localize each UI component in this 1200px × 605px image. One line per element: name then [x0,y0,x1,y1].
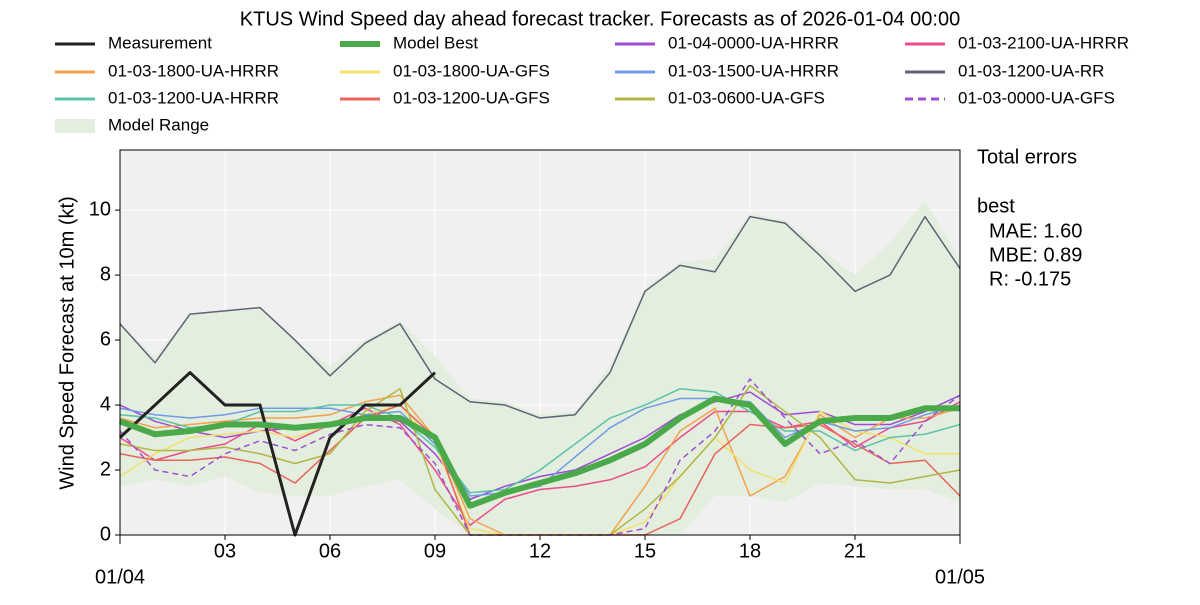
series-line [118,371,437,537]
error-annotation: MAE: 1.60 [989,220,1082,242]
legend-label: 01-03-1200-UA-RR [958,61,1104,80]
x-tick-label: 06 [319,540,341,562]
error-annotation: Total errors [977,146,1077,168]
legend-swatch [55,119,95,133]
y-tick-label: 8 [100,263,111,285]
x-tick-label: 21 [844,540,866,562]
legend-label: 01-03-1200-UA-HRRR [108,88,279,107]
y-axis-label: Wind Speed Forecast at 10m (kt) [56,196,78,489]
legend-label: 01-04-0000-UA-HRRR [668,33,839,52]
legend-label: 01-03-1800-UA-HRRR [108,61,279,80]
x-tick-label: 15 [634,540,656,562]
legend-label: Measurement [108,33,212,52]
series-line [118,395,960,509]
y-tick-label: 0 [100,523,111,545]
series-line [119,215,961,419]
plot-frame [119,149,961,536]
legend-label: 01-03-1800-UA-GFS [393,61,550,80]
legend-label: 01-03-2100-UA-HRRR [958,33,1129,52]
x-date-label: 01/04 [95,566,145,588]
legend-label: 01-03-0000-UA-GFS [958,88,1115,107]
x-tick-label: 12 [529,540,551,562]
legend-label: 01-03-1200-UA-GFS [393,88,550,107]
legend-label: Model Range [108,115,209,134]
legend-label: 01-03-0600-UA-GFS [668,88,825,107]
y-tick-label: 10 [89,198,111,220]
chart-title: KTUS Wind Speed day ahead forecast track… [240,8,960,30]
error-annotation: best [977,195,1015,217]
x-tick-label: 09 [424,540,446,562]
error-annotation: R: -0.175 [989,268,1071,290]
y-tick-label: 6 [100,328,111,350]
series-line [119,388,961,494]
y-tick-label: 2 [100,458,111,480]
y-tick-label: 4 [100,393,111,415]
error-annotation: MBE: 0.89 [989,244,1082,266]
legend-label: Model Best [393,33,478,52]
x-tick-label: 18 [739,540,761,562]
x-tick-label: 03 [214,540,236,562]
legend-label: 01-03-1500-UA-HRRR [668,61,839,80]
x-date-label: 01/05 [935,566,985,588]
